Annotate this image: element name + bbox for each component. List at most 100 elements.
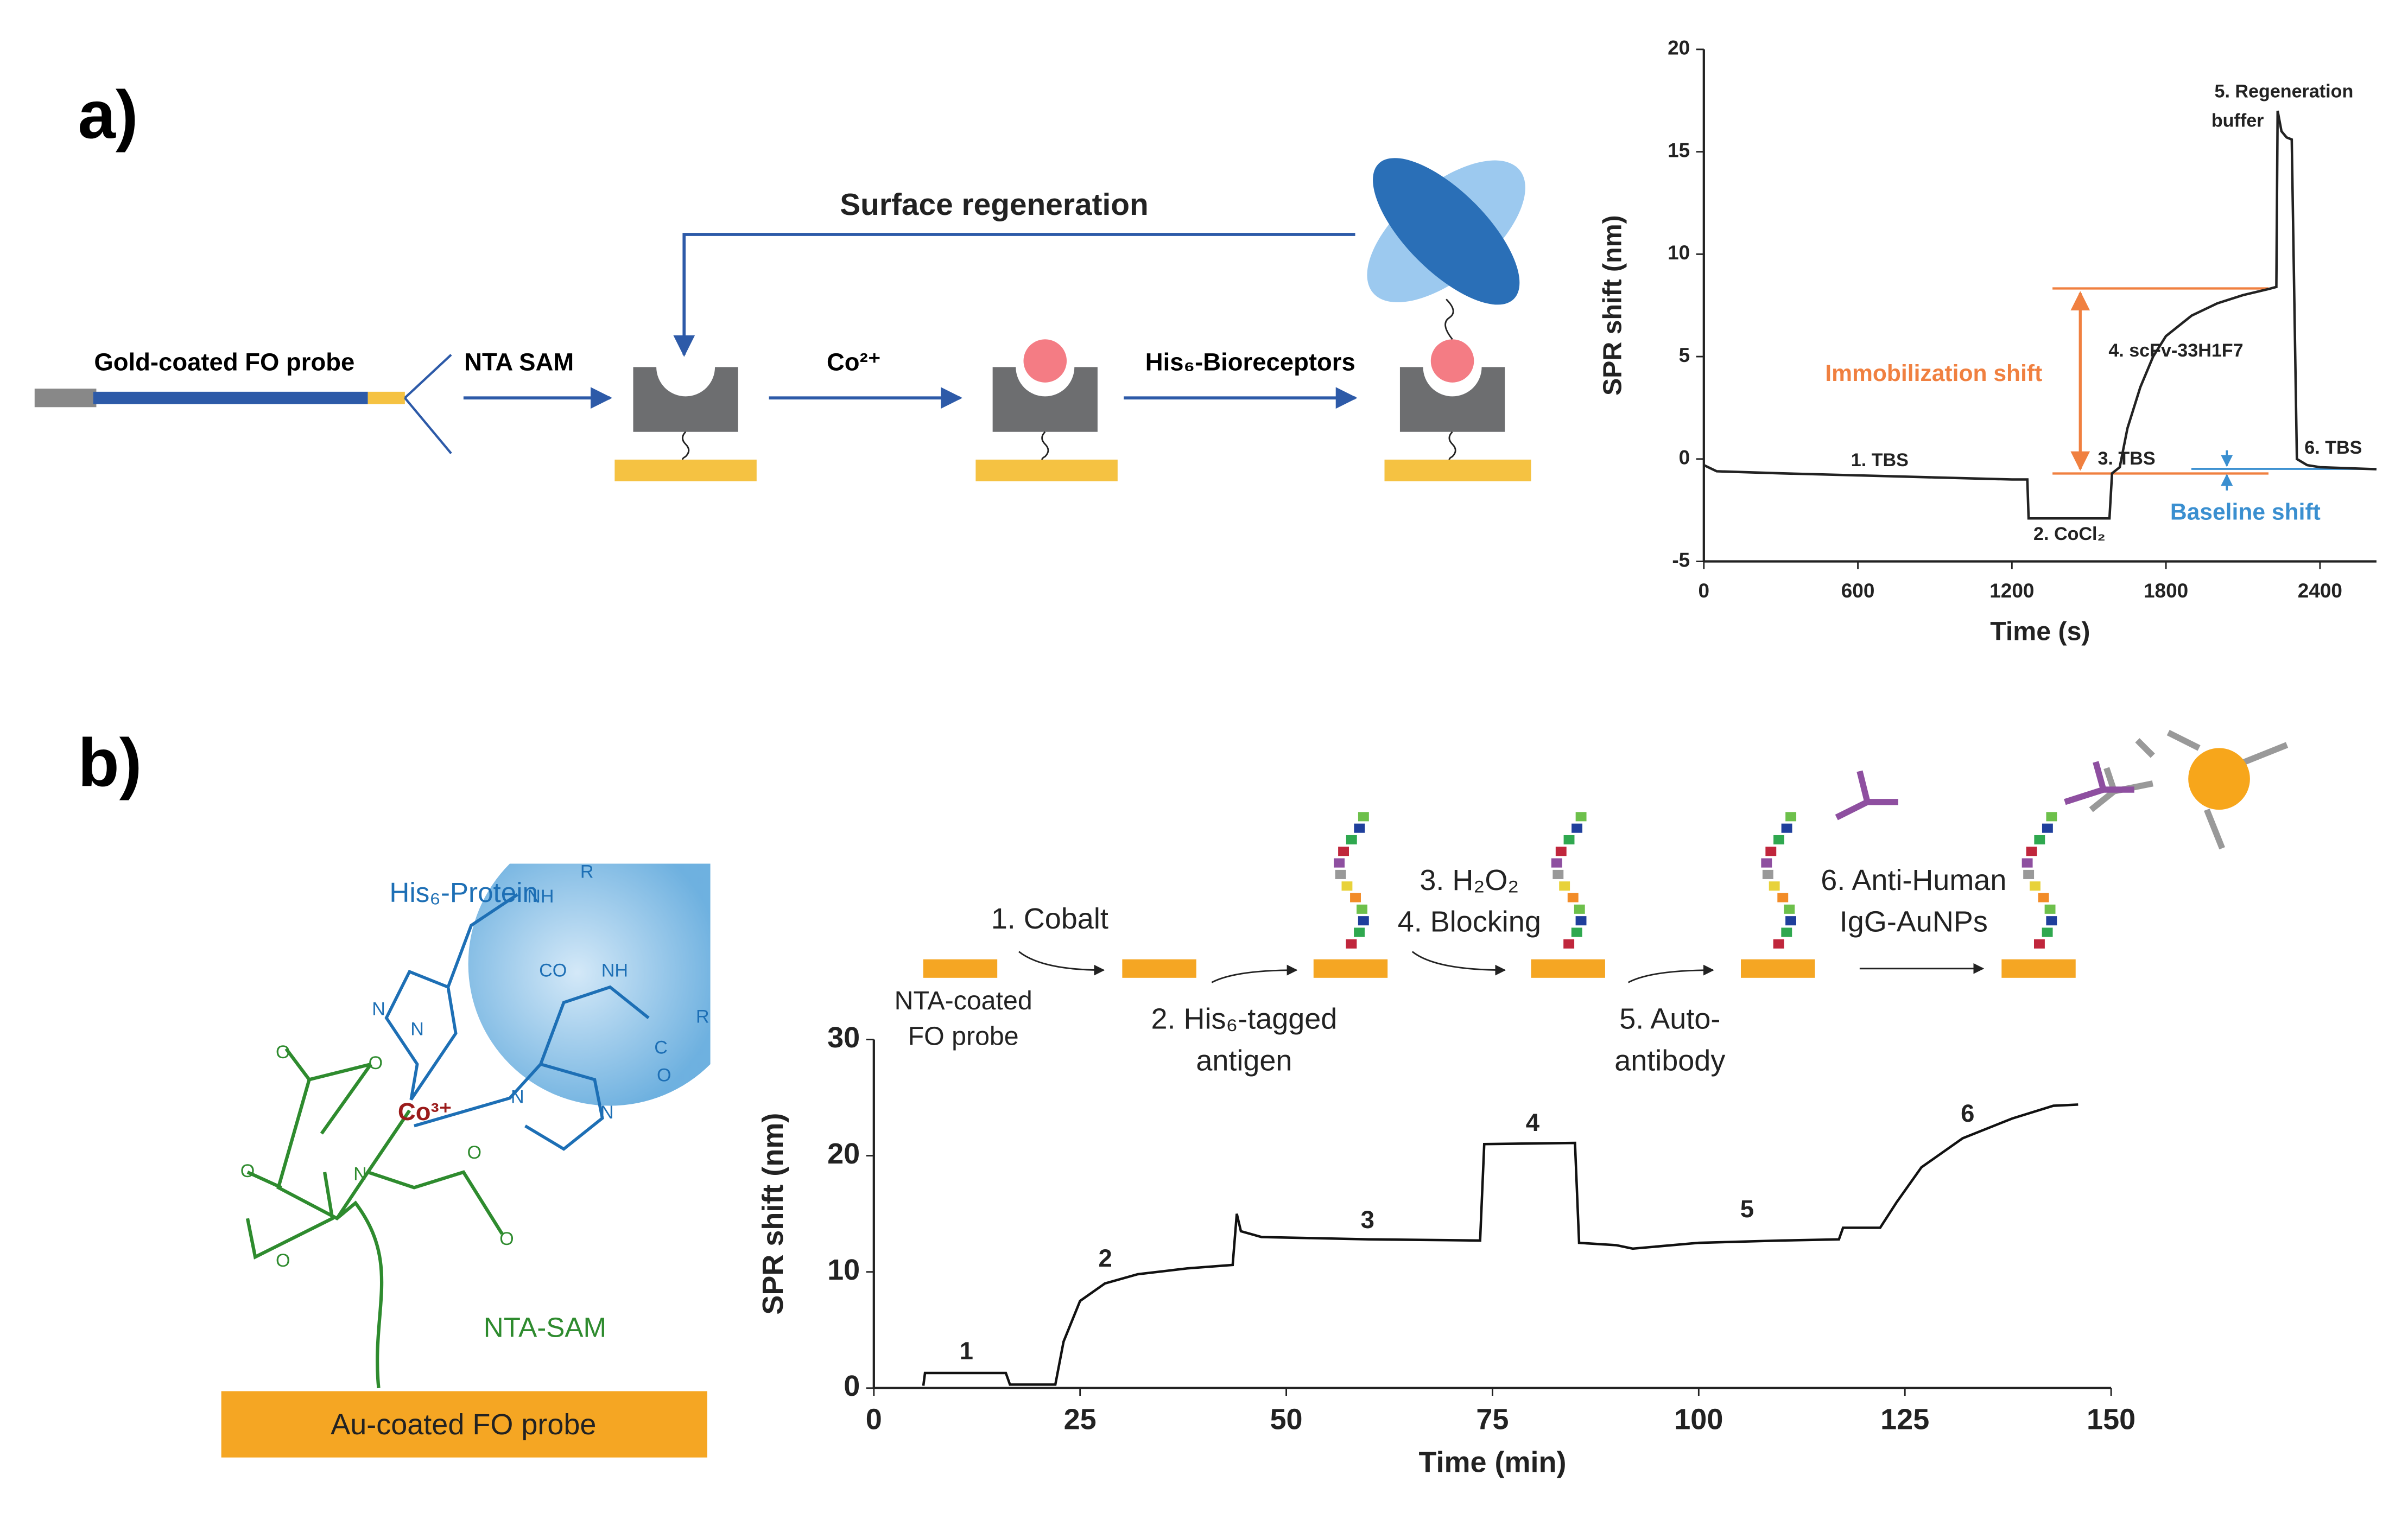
y-tick-label: 20 [827,1137,860,1170]
x-tick-label: 150 [2087,1403,2135,1436]
annotation: buffer [2211,111,2264,131]
y-tick-label: 0 [844,1370,860,1402]
atom: R [696,1007,709,1027]
atom: CO [539,960,567,981]
chain-bead [1762,869,1773,879]
chain-bead [1571,927,1582,937]
chain-bead [1559,881,1570,891]
label: Co²⁺ [827,348,881,376]
x-tick-label: 2400 [2298,580,2342,602]
chain-bead [1575,916,1587,926]
atom: O [499,1229,514,1249]
chain-bead [1552,869,1564,879]
annotation: 1. TBS [1851,450,1909,471]
annotation: 4. scFv-33H1F7 [2108,340,2243,361]
label: His₆-Protein [389,877,538,908]
atom: R [580,862,594,882]
chain-bead [1358,916,1369,926]
chain-bead [1765,847,1777,856]
chain-bead [1777,893,1789,902]
label: antibody [1614,1044,1725,1077]
chain-bead [2030,881,2041,891]
x-axis-label: Time (min) [1418,1446,1566,1479]
regeneration-arrow [673,233,1355,357]
chain-bead [2023,869,2035,879]
unit [975,339,1118,481]
atom: N [410,1019,424,1039]
chain-bead [1357,904,1367,914]
x-axis-label: Time (s) [1990,616,2090,646]
annotation: 4 [1526,1109,1540,1136]
y-tick-label: 10 [1668,241,1690,264]
data-line [922,1103,2079,1386]
label: NTA SAM [464,348,574,376]
chain-bead [2046,812,2057,822]
y-tick-label: 20 [1668,37,1690,59]
y-tick-label: 30 [827,1021,860,1054]
atom: NH [527,886,554,907]
atom: O [276,1042,290,1063]
panel-label: a) [78,78,138,153]
chain-bead [2038,893,2049,902]
x-tick-label: 125 [1880,1403,1929,1436]
chain-bead [2026,847,2037,856]
chain-bead [1358,812,1369,822]
atom: C [654,1038,668,1058]
x-tick-label: 0 [1699,580,1710,602]
chain-bead [1350,893,1361,902]
nanoparticle [1835,729,2289,850]
label: NTA-coated [895,986,1032,1015]
chain-bead [2042,927,2053,937]
annotation: 3. TBS [2098,448,2155,469]
connector [34,389,97,408]
label: FO probe [908,1021,1019,1051]
label: Gold-coated FO probe [94,348,354,376]
diagram-a: Gold-coated FO probe NTA SAM Co²⁺ His₆-B… [34,158,1531,481]
chemistry: His₆-Protein NTA-SAM Au-coated FO probe … [221,863,711,1458]
x-tick-label: 100 [1674,1403,1723,1436]
label: 6. Anti-Human [1821,864,2006,897]
chain-bead [1346,939,1357,949]
annotation: 3 [1361,1206,1374,1234]
y-axis-label: SPR shift (nm) [1598,215,1627,396]
chain-bead [1761,858,1772,868]
atom: N [600,1102,614,1123]
chain-bead [1354,927,1365,937]
annotation: 6 [1961,1099,1974,1127]
y-tick-label: 5 [1679,344,1690,366]
x-tick-label: 50 [1270,1403,1303,1436]
label: antigen [1196,1044,1292,1077]
steps [923,951,2076,983]
label: 5. Auto- [1619,1003,1720,1035]
y-tick-label: 10 [827,1254,860,1286]
x-tick-label: 1200 [1989,580,2034,602]
atom: O [467,1142,481,1163]
unit [614,367,757,481]
chain-bead [1346,835,1357,844]
annotation: 5 [1740,1195,1754,1223]
label: His₆-Bioreceptors [1145,348,1355,376]
atom: NH [601,960,628,981]
x-tick-label: 0 [866,1403,882,1436]
annotation: Immobilization shift [1825,360,2042,386]
chain-bead [1785,916,1796,926]
label: 3. H₂O₂ [1420,864,1519,897]
chain-bead [1571,823,1583,833]
chain-bead [1785,812,1797,822]
y-tick-label: 15 [1668,139,1690,161]
chain-bead [1338,847,1349,856]
panel-label: b) [78,725,142,800]
label: 4. Blocking [1398,906,1541,938]
chain-bead [2044,904,2056,914]
y-tick-label: 0 [1679,447,1690,469]
label: Co³⁺ [398,1098,452,1126]
chain-bead [1773,939,1784,949]
atom: O [240,1161,255,1181]
label: Surface regeneration [840,188,1148,222]
label: IgG-AuNPs [1840,906,1988,938]
atom: O [369,1053,383,1073]
chain-bead [2022,858,2033,868]
fiber [93,391,368,404]
y-axis-label: SPR shift (nm) [757,1113,789,1315]
